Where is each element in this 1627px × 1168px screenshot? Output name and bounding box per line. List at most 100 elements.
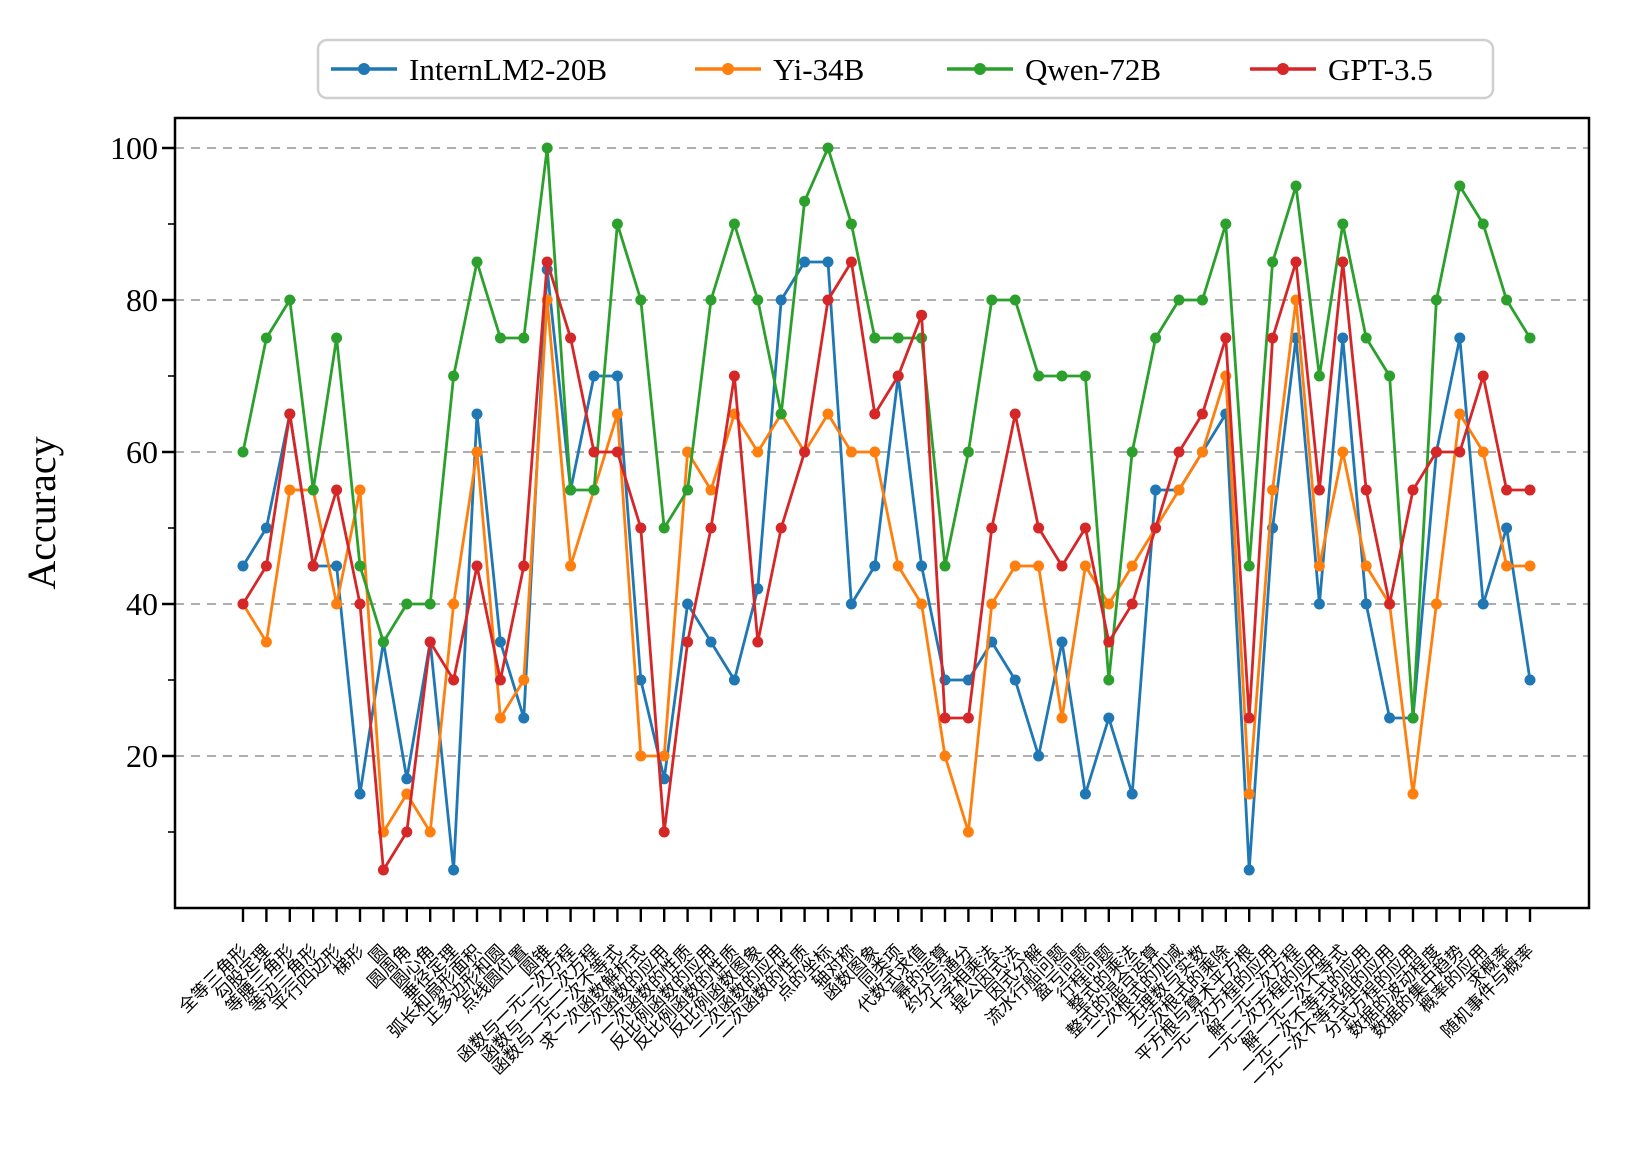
- data-point-GPT-3.5: [565, 332, 577, 344]
- data-point-GPT-3.5: [471, 560, 483, 572]
- data-point-Yi-34B: [354, 484, 366, 496]
- data-point-Qwen-72B: [1501, 294, 1513, 306]
- data-point-Qwen-72B: [354, 560, 366, 572]
- data-point-GPT-3.5: [1313, 484, 1325, 496]
- data-point-Qwen-72B: [635, 294, 647, 306]
- data-point-Qwen-72B: [962, 446, 974, 458]
- data-point-Qwen-72B: [1454, 180, 1466, 192]
- data-point-Yi-34B: [565, 560, 577, 572]
- data-point-InternLM2-20B: [1126, 788, 1138, 800]
- data-point-Qwen-72B: [682, 484, 694, 496]
- data-point-GPT-3.5: [1103, 636, 1115, 648]
- tick-labels: 20406080100全等三角形勾股定理等腰三角形等边三角形平行四边形梯形圆圆周…: [110, 130, 1538, 1091]
- data-point-Qwen-72B: [611, 218, 623, 230]
- data-point-Qwen-72B: [448, 370, 460, 382]
- data-point-Yi-34B: [845, 446, 857, 458]
- data-point-Qwen-72B: [1079, 370, 1091, 382]
- data-point-Yi-34B: [1501, 560, 1513, 572]
- legend-label: GPT-3.5: [1328, 52, 1433, 87]
- data-point-InternLM2-20B: [705, 636, 717, 648]
- data-point-GPT-3.5: [1454, 446, 1466, 458]
- data-point-GPT-3.5: [986, 522, 998, 534]
- data-point-Qwen-72B: [775, 408, 787, 420]
- legend-marker-icon: [974, 63, 986, 75]
- data-point-Qwen-72B: [752, 294, 764, 306]
- data-point-Qwen-72B: [658, 522, 670, 534]
- data-point-Yi-34B: [611, 408, 623, 420]
- data-point-Yi-34B: [1430, 598, 1442, 610]
- data-point-GPT-3.5: [541, 256, 553, 268]
- series-line-GPT-3.5: [241, 260, 1530, 872]
- data-point-GPT-3.5: [705, 522, 717, 534]
- data-point-Yi-34B: [916, 598, 928, 610]
- data-point-Qwen-72B: [1360, 332, 1372, 344]
- data-point-InternLM2-20B: [588, 370, 600, 382]
- axes-frame: [162, 116, 1591, 922]
- data-point-InternLM2-20B: [494, 636, 506, 648]
- data-point-Yi-34B: [471, 446, 483, 458]
- data-point-GPT-3.5: [611, 446, 623, 458]
- data-point-Yi-34B: [448, 598, 460, 610]
- grid-lines: [175, 147, 1589, 757]
- data-series: [237, 142, 1536, 876]
- data-point-GPT-3.5: [1079, 522, 1091, 534]
- data-point-InternLM2-20B: [331, 560, 343, 572]
- data-point-InternLM2-20B: [1384, 712, 1396, 724]
- data-point-GPT-3.5: [401, 826, 413, 838]
- y-tick-label: 40: [126, 586, 158, 622]
- data-point-Qwen-72B: [1033, 370, 1045, 382]
- legend-marker-icon: [722, 63, 734, 75]
- data-point-InternLM2-20B: [1454, 332, 1466, 344]
- data-point-GPT-3.5: [1267, 332, 1279, 344]
- data-point-Yi-34B: [1407, 788, 1419, 800]
- data-point-Yi-34B: [705, 484, 717, 496]
- data-point-InternLM2-20B: [939, 674, 951, 686]
- data-point-GPT-3.5: [869, 408, 881, 420]
- data-point-Yi-34B: [1337, 446, 1349, 458]
- data-point-Yi-34B: [986, 598, 998, 610]
- y-tick-label: 80: [126, 282, 158, 318]
- data-point-Yi-34B: [284, 484, 296, 496]
- data-point-Qwen-72B: [307, 484, 319, 496]
- data-point-InternLM2-20B: [448, 864, 460, 876]
- data-point-GPT-3.5: [1524, 484, 1536, 496]
- data-point-Yi-34B: [939, 750, 951, 762]
- data-point-Qwen-72B: [1430, 294, 1442, 306]
- data-point-GPT-3.5: [635, 522, 647, 534]
- data-point-Qwen-72B: [1290, 180, 1302, 192]
- data-point-Qwen-72B: [1267, 256, 1279, 268]
- data-point-Qwen-72B: [237, 446, 249, 458]
- data-point-GPT-3.5: [377, 864, 389, 876]
- data-point-Qwen-72B: [822, 142, 834, 154]
- data-point-InternLM2-20B: [728, 674, 740, 686]
- data-point-GPT-3.5: [1243, 712, 1255, 724]
- data-point-GPT-3.5: [752, 636, 764, 648]
- legend-item-GPT-3.5: GPT-3.5: [1250, 52, 1433, 87]
- data-point-GPT-3.5: [307, 560, 319, 572]
- data-point-Yi-34B: [401, 788, 413, 800]
- data-point-Qwen-72B: [260, 332, 272, 344]
- data-point-GPT-3.5: [799, 446, 811, 458]
- data-point-Qwen-72B: [1407, 712, 1419, 724]
- data-point-InternLM2-20B: [845, 598, 857, 610]
- data-point-InternLM2-20B: [635, 674, 647, 686]
- data-point-Qwen-72B: [986, 294, 998, 306]
- data-point-InternLM2-20B: [752, 583, 764, 595]
- data-point-InternLM2-20B: [611, 370, 623, 382]
- data-point-Yi-34B: [1033, 560, 1045, 572]
- data-point-Qwen-72B: [1056, 370, 1068, 382]
- data-point-Yi-34B: [1360, 560, 1372, 572]
- data-point-Yi-34B: [260, 636, 272, 648]
- data-point-Qwen-72B: [565, 484, 577, 496]
- legend-item-Qwen-72B: Qwen-72B: [947, 52, 1161, 87]
- data-point-InternLM2-20B: [1337, 332, 1349, 344]
- data-point-InternLM2-20B: [1524, 674, 1536, 686]
- data-point-Qwen-72B: [799, 195, 811, 207]
- data-point-InternLM2-20B: [354, 788, 366, 800]
- data-point-InternLM2-20B: [1033, 750, 1045, 762]
- data-point-GPT-3.5: [284, 408, 296, 420]
- data-point-Qwen-72B: [1103, 674, 1115, 686]
- legend-label: Yi-34B: [773, 52, 864, 87]
